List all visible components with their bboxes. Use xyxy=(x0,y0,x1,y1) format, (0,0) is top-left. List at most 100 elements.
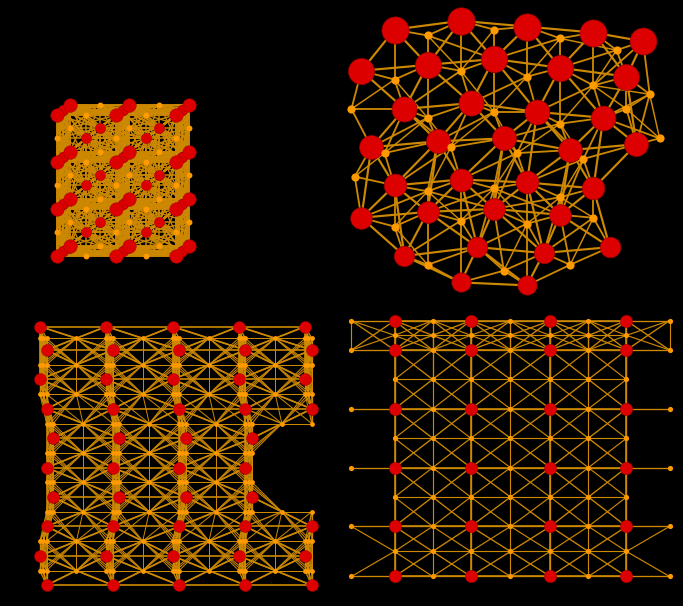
Point xyxy=(210,448,221,458)
Point xyxy=(177,105,188,115)
Point xyxy=(621,522,632,531)
Point xyxy=(44,478,55,487)
Point xyxy=(57,246,68,256)
Point xyxy=(234,551,245,561)
Point xyxy=(141,204,152,214)
Point xyxy=(107,345,118,355)
Point xyxy=(664,316,675,325)
Point xyxy=(499,133,510,143)
Point xyxy=(389,492,400,502)
Point xyxy=(465,375,476,384)
Point xyxy=(306,581,317,590)
Point xyxy=(124,147,135,156)
Point xyxy=(167,360,178,370)
Point xyxy=(101,322,112,331)
Point xyxy=(234,333,245,343)
Point xyxy=(583,375,594,384)
Point xyxy=(170,157,181,167)
Point xyxy=(427,463,438,473)
Point xyxy=(621,571,632,581)
Point xyxy=(389,375,400,384)
Point xyxy=(621,330,632,340)
Point xyxy=(204,565,214,575)
Point xyxy=(578,154,589,164)
Point xyxy=(270,536,281,546)
Point xyxy=(144,507,155,516)
Point xyxy=(234,565,245,575)
Point xyxy=(170,110,181,120)
Point xyxy=(465,463,476,473)
Point xyxy=(465,345,476,355)
Point xyxy=(522,219,533,228)
Point xyxy=(555,210,566,219)
Point xyxy=(137,333,148,343)
Point xyxy=(277,419,288,428)
Point xyxy=(583,404,594,414)
Point xyxy=(389,75,400,84)
Point xyxy=(64,170,75,180)
Point xyxy=(48,448,59,458)
Point xyxy=(512,148,522,158)
Point xyxy=(621,492,632,502)
Point xyxy=(545,404,556,414)
Point xyxy=(270,389,281,399)
Point xyxy=(204,389,214,399)
Point xyxy=(154,194,165,204)
Point xyxy=(184,241,195,250)
Point xyxy=(488,184,499,193)
Point xyxy=(94,170,105,180)
Point xyxy=(48,419,59,428)
Point xyxy=(173,463,184,473)
Point xyxy=(180,433,191,443)
Point xyxy=(41,333,52,343)
Point xyxy=(240,345,251,355)
Point xyxy=(111,204,122,214)
Point xyxy=(356,66,367,76)
Point xyxy=(111,448,122,458)
Point xyxy=(173,419,184,428)
Point xyxy=(137,565,148,575)
Point xyxy=(104,565,115,575)
Point xyxy=(154,147,165,156)
Point xyxy=(240,478,251,487)
Point xyxy=(154,123,165,133)
Point xyxy=(44,419,55,428)
Point xyxy=(104,360,115,370)
Point xyxy=(180,492,191,502)
Point xyxy=(247,492,257,502)
Point xyxy=(389,522,400,531)
Point xyxy=(465,316,476,325)
Point xyxy=(621,72,632,81)
Point xyxy=(170,565,181,575)
Point xyxy=(588,81,599,90)
Point xyxy=(277,507,288,516)
Point xyxy=(631,139,642,149)
Point xyxy=(644,90,655,99)
Point xyxy=(422,60,433,70)
Point xyxy=(173,345,184,355)
Point xyxy=(505,463,516,473)
Point xyxy=(349,171,360,181)
Point xyxy=(177,199,188,208)
Point xyxy=(104,536,115,546)
Point xyxy=(154,100,165,110)
Point xyxy=(44,507,55,516)
Point xyxy=(48,492,59,502)
Point xyxy=(170,536,181,546)
Point xyxy=(427,404,438,414)
Point xyxy=(177,507,188,516)
Point xyxy=(505,316,516,325)
Point xyxy=(621,316,632,325)
Point xyxy=(180,419,191,428)
Point xyxy=(48,478,59,487)
Point xyxy=(306,360,317,370)
Point xyxy=(57,152,68,162)
Point xyxy=(422,113,433,122)
Point xyxy=(57,199,68,208)
Point xyxy=(356,213,367,222)
Point xyxy=(114,492,125,502)
Point xyxy=(583,492,594,502)
Point xyxy=(588,28,599,38)
Point xyxy=(427,433,438,443)
Point xyxy=(583,330,594,340)
